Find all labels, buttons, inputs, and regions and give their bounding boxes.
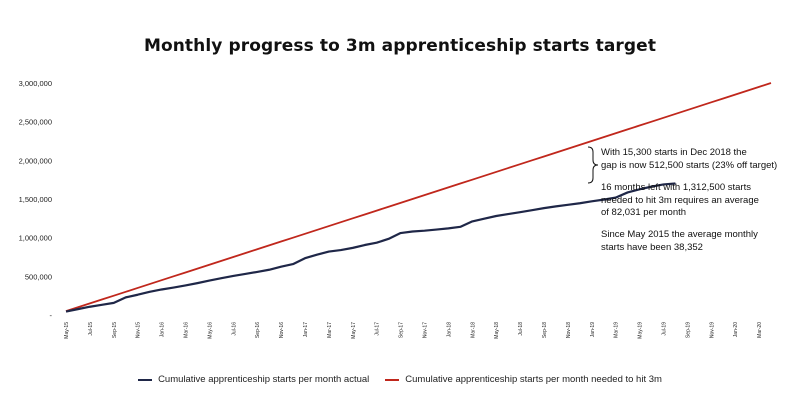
annotation-line: 16 months left with 1,312,500 starts — [601, 182, 751, 193]
legend: Cumulative apprenticeship starts per mon… — [0, 374, 800, 385]
series-line-target — [65, 82, 772, 312]
legend-label-actual: Cumulative apprenticeship starts per mon… — [158, 374, 370, 385]
x-tick-label: Sep-19 — [685, 322, 691, 338]
x-tick-label: May-16 — [207, 322, 213, 339]
gap-brace — [587, 146, 599, 184]
x-tick-label: Sep-15 — [112, 322, 118, 338]
x-tick-label: Jul-19 — [661, 322, 667, 336]
legend-label-target: Cumulative apprenticeship starts per mon… — [405, 374, 662, 385]
annotation-line: With 15,300 starts in Dec 2018 the — [601, 147, 747, 158]
x-tick-label: Mar-18 — [470, 322, 476, 338]
x-tick-label: May-18 — [494, 322, 500, 339]
x-tick-label: Nov-18 — [566, 322, 572, 338]
x-tick-label: Jan-17 — [303, 322, 309, 338]
y-tick-label: 500,000 — [25, 272, 52, 281]
x-tick-label: Nov-19 — [709, 322, 715, 338]
x-tick-label: Jul-16 — [231, 322, 237, 336]
x-tick-label: Nov-17 — [422, 322, 428, 338]
annotation-line: gap is now 512,500 starts (23% off targe… — [601, 159, 778, 171]
y-tick-label: 2,500,000 — [19, 118, 52, 127]
legend-swatch-target — [385, 378, 400, 381]
x-tick-label: Jul-15 — [88, 322, 94, 336]
x-tick-label: Jan-16 — [160, 322, 166, 338]
y-tick-label: 3,000,000 — [19, 79, 52, 88]
x-tick-label: Nov-15 — [136, 322, 142, 338]
y-tick-label: 1,500,000 — [19, 195, 52, 204]
x-tick-label: Nov-16 — [279, 322, 285, 338]
legend-swatch-actual — [138, 378, 153, 381]
series-line-actual — [65, 182, 676, 313]
x-tick-label: Jan-18 — [446, 322, 452, 338]
x-tick-label: Mar-17 — [327, 322, 333, 338]
y-tick-label: 1,000,000 — [19, 234, 52, 243]
x-tick-label: Sep-16 — [255, 322, 261, 338]
x-tick-label: May-19 — [638, 322, 644, 339]
y-tick-label: 2,000,000 — [19, 156, 52, 165]
x-tick-label: May-17 — [351, 322, 357, 339]
annotation-line: Since May 2015 the average monthly — [601, 229, 758, 240]
x-tick-label: Sep-17 — [399, 322, 405, 338]
x-tick-label: Mar-19 — [614, 322, 620, 338]
series-group — [65, 82, 772, 313]
x-tick-label: Mar-16 — [183, 322, 189, 338]
x-tick-label: Jul-17 — [375, 322, 381, 336]
x-tick-label: Sep-18 — [542, 322, 548, 338]
x-tick-label: Jan-20 — [733, 322, 739, 338]
annotation-gap: With 15,300 starts in Dec 2018 the gap i… — [601, 147, 777, 172]
legend-item-target: Cumulative apprenticeship starts per mon… — [385, 374, 662, 385]
annotation-months-left: 16 months left with 1,312,500 starts nee… — [601, 182, 759, 220]
x-axis-labels: May-15 Jul-15 Sep-15 Nov-15 Jan-16 Mar-16 May-… — [64, 322, 763, 339]
annotation-line: needed to hit 3m requires an average — [601, 194, 759, 206]
annotation-line: of 82,031 per month — [601, 207, 687, 218]
x-tick-label: Mar-20 — [757, 322, 763, 338]
chart-title: Monthly progress to 3m apprenticeship st… — [143, 36, 657, 56]
x-tick-label: Jul-18 — [518, 322, 524, 336]
legend-item-actual: Cumulative apprenticeship starts per mon… — [138, 374, 369, 385]
annotation-average: Since May 2015 the average monthly start… — [601, 229, 758, 254]
annotation-line: starts have been 38,352 — [601, 241, 703, 253]
y-tick-label: - — [50, 311, 53, 320]
y-axis-labels: - 500,000 1,000,000 1,500,000 2,000,000 2,500… — [19, 79, 53, 320]
x-tick-label: May-15 — [64, 322, 70, 339]
x-tick-label: Jan-19 — [590, 322, 596, 338]
